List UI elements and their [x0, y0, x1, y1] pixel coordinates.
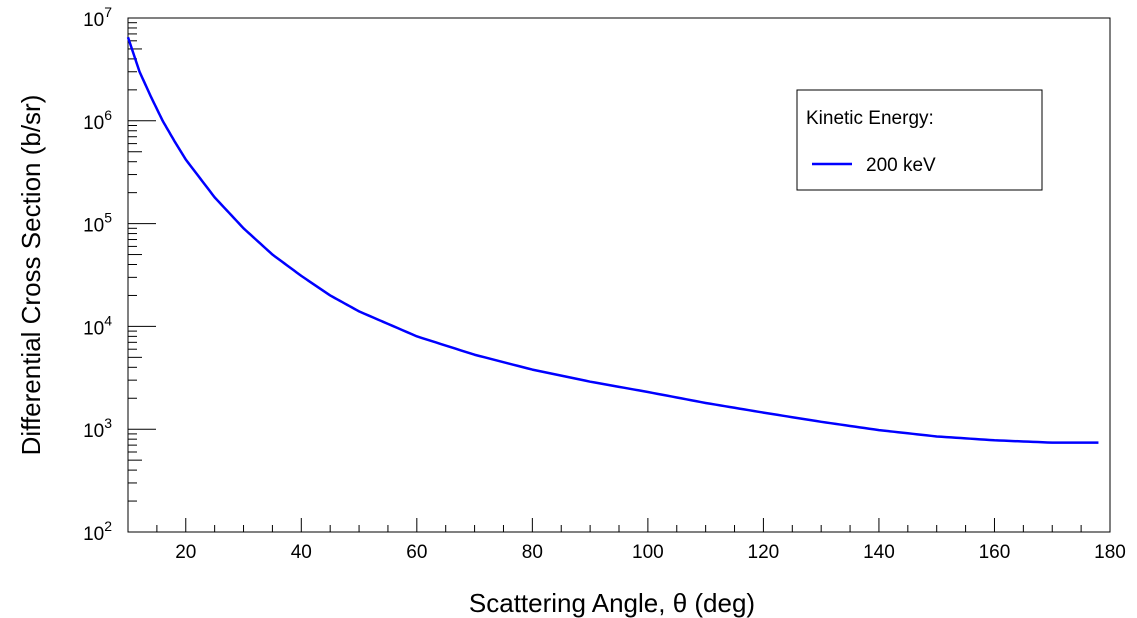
x-tick-label: 20	[175, 542, 196, 563]
x-tick-label: 180	[1094, 542, 1126, 563]
x-tick-label: 160	[979, 542, 1011, 563]
series-line	[126, 36, 1099, 444]
y-axis-ticks: 102 103 104 105 106 107	[83, 4, 156, 545]
x-tick-label: 140	[863, 542, 895, 563]
x-axis-ticks: 20 40 60 80 100 120 140 160 180	[127, 518, 1126, 563]
y-tick-label: 106	[83, 107, 112, 134]
y-tick-label: 104	[83, 312, 112, 339]
x-axis-label: Scattering Angle, θ (deg)	[469, 588, 755, 618]
y-tick-label: 105	[83, 210, 112, 237]
y-tick-label: 107	[83, 4, 112, 31]
x-tick-label: 60	[406, 542, 427, 563]
series-layer	[126, 36, 1099, 444]
y-tick-label: 102	[83, 518, 112, 545]
y-axis-label: Differential Cross Section (b/sr)	[16, 95, 46, 456]
x-tick-label: 120	[748, 542, 780, 563]
x-tick-label: 100	[632, 542, 664, 563]
x-tick-label: 40	[291, 542, 312, 563]
legend-title: Kinetic Energy:	[806, 108, 934, 129]
x-tick-label: 80	[522, 542, 543, 563]
legend-entry: 200 keV	[866, 155, 936, 176]
y-tick-label: 103	[83, 415, 112, 442]
legend: Kinetic Energy: 200 keV	[796, 89, 1043, 191]
legend-box	[796, 89, 1043, 191]
